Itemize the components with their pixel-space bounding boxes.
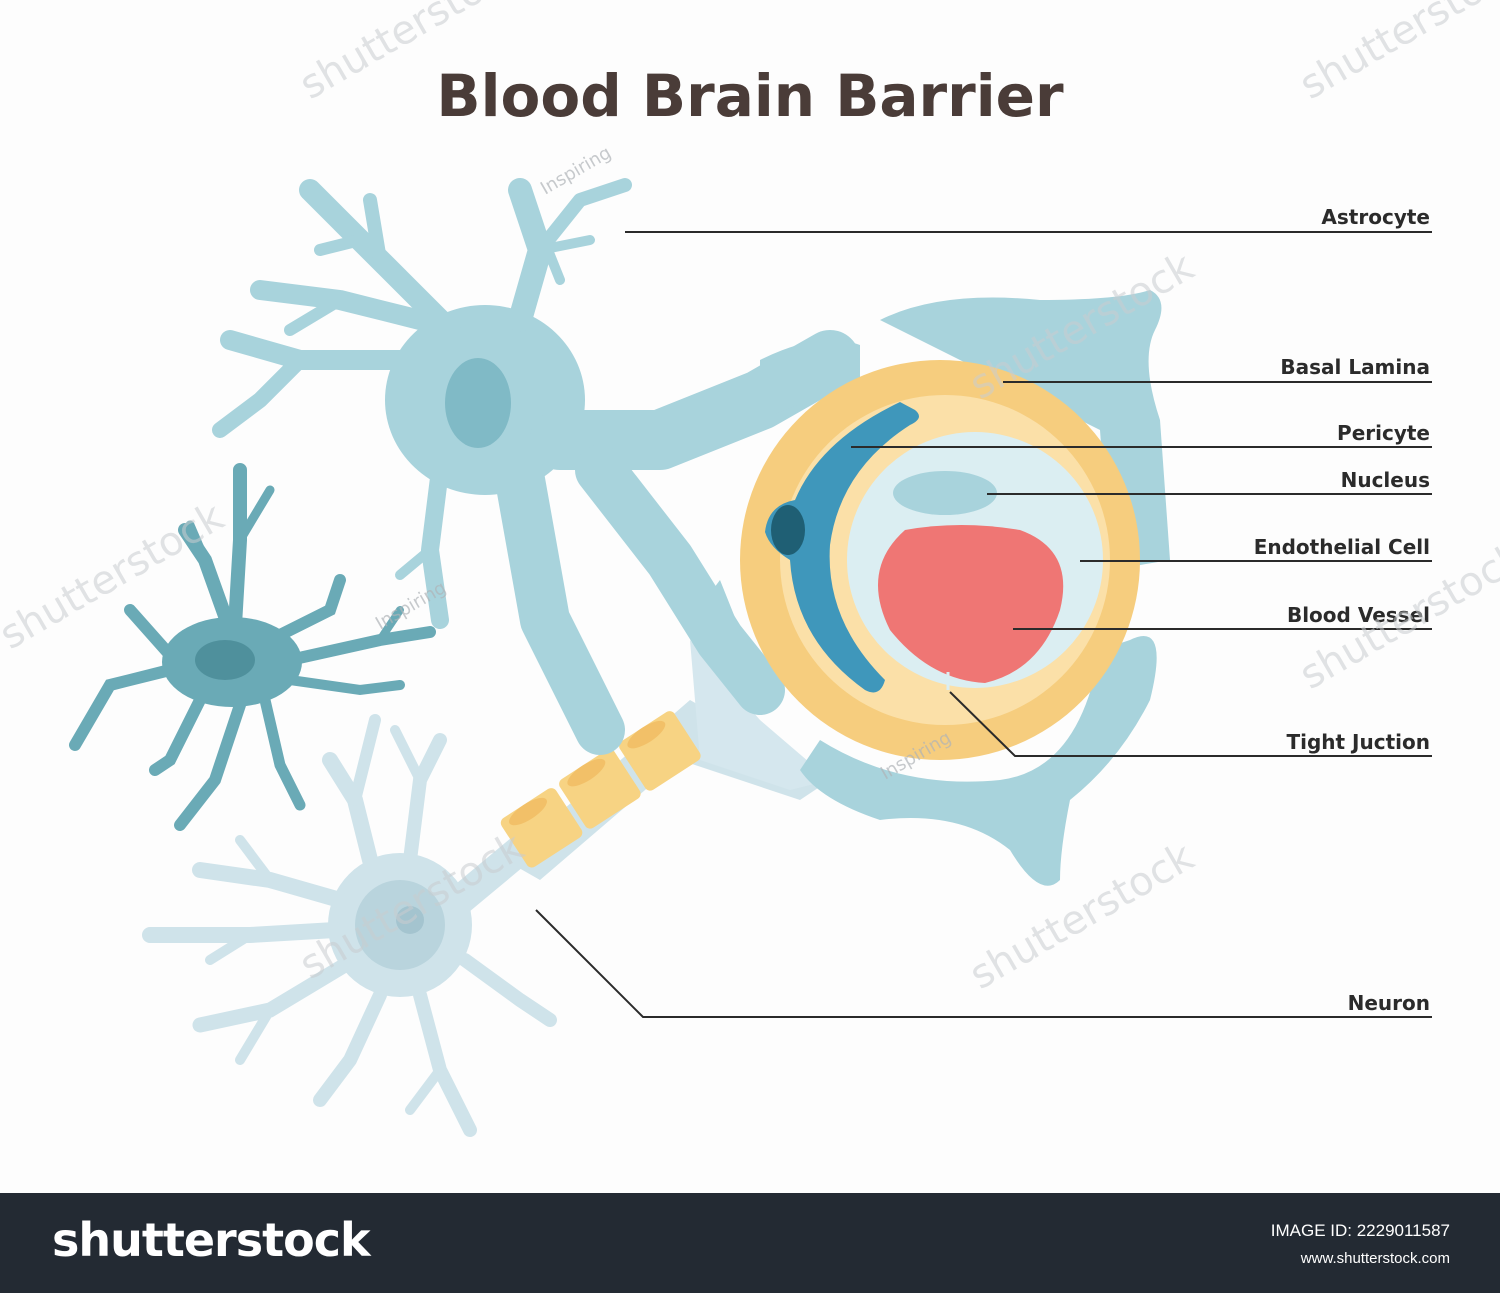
footer-brand-logo: shutterstock: [52, 1213, 370, 1267]
svg-text:shutterstock: shutterstock: [962, 833, 1202, 998]
label-neuron: Neuron: [1348, 991, 1430, 1015]
pericyte-nucleus: [771, 505, 805, 555]
label-basal-lamina: Basal Lamina: [1280, 355, 1430, 379]
stock-footer-bar: shutterstock IMAGE ID: 2229011587 www.sh…: [0, 1193, 1500, 1293]
footer-site-url: www.shutterstock.com: [1301, 1250, 1450, 1267]
microglia-nucleus: [195, 640, 255, 680]
label-nucleus: Nucleus: [1341, 468, 1430, 492]
footer-image-id: IMAGE ID: 2229011587: [1271, 1221, 1450, 1241]
label-pericyte: Pericyte: [1337, 421, 1430, 445]
endothelial-nucleus: [893, 471, 997, 515]
astrocyte-nucleus: [445, 358, 511, 448]
microglia-cell: [75, 470, 430, 825]
label-astrocyte: Astrocyte: [1321, 205, 1430, 229]
blood-brain-barrier-diagram: Blood Brain Barrier: [0, 0, 1500, 1193]
label-tight-junction: Tight Juction: [1286, 730, 1430, 754]
diagram-title: Blood Brain Barrier: [436, 62, 1064, 130]
label-endothelial-cell: Endothelial Cell: [1254, 535, 1430, 559]
svg-text:shutterstock: shutterstock: [1292, 0, 1500, 109]
